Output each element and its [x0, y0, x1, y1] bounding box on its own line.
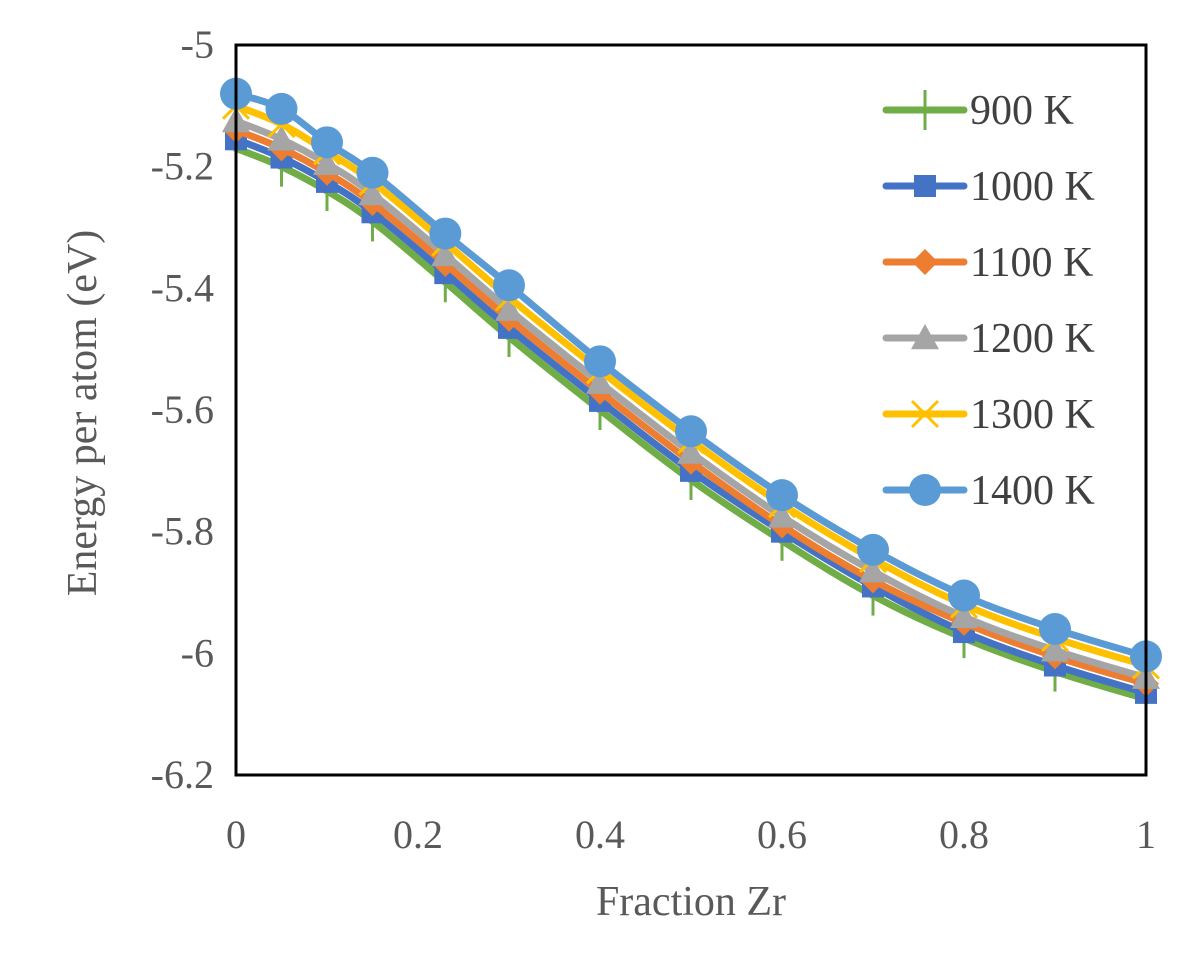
y-tick-label: -5.4: [151, 265, 214, 310]
legend-label: 1400 K: [970, 468, 1095, 514]
x-tick-label: 1: [1136, 812, 1156, 857]
x-tick-label: 0.8: [939, 812, 989, 857]
plot-area-frame: [234, 43, 1148, 777]
y-axis-ticks: -5 -5.2 -5.4 -5.6 -5.8 -6 -6.2: [151, 22, 214, 797]
legend-item: 900 K: [882, 88, 1074, 134]
y-tick-label: -6.2: [151, 752, 214, 797]
y-tick-label: -5.2: [151, 144, 214, 189]
y-tick-label: -5.6: [151, 387, 214, 432]
legend-label: 1100 K: [970, 240, 1093, 286]
legend-item: 1300 K: [882, 392, 1095, 438]
legend-item: 1200 K: [882, 316, 1095, 362]
data-point-marker: [910, 399, 940, 429]
x-tick-label: 0: [226, 812, 246, 857]
legend-item: 1100 K: [882, 240, 1093, 286]
y-tick-label: -6: [181, 630, 214, 675]
x-axis-title: Fraction Zr: [596, 879, 786, 925]
series-1200-k: [222, 107, 1160, 689]
data-point-marker: [586, 368, 614, 394]
y-tick-label: -5: [181, 22, 214, 67]
legend-item: 1000 K: [882, 164, 1095, 210]
data-point-marker: [1041, 636, 1069, 662]
data-point-marker: [768, 502, 796, 528]
series-layer: [220, 77, 1162, 719]
legend-item: 1400 K: [882, 468, 1095, 514]
data-point-marker: [356, 156, 389, 189]
data-point-marker: [1039, 613, 1071, 645]
data-point-marker: [857, 533, 889, 566]
data-point-marker: [909, 474, 941, 506]
data-point-marker: [675, 415, 707, 448]
data-point-marker: [859, 557, 887, 583]
x-tick-label: 0.4: [575, 812, 625, 857]
legend-label: 1200 K: [970, 316, 1095, 362]
x-tick-label: 0.6: [757, 812, 807, 857]
data-point-marker: [584, 345, 616, 378]
y-axis-title: Energy per atom (eV): [60, 230, 106, 597]
data-point-marker: [358, 180, 387, 206]
data-point-marker: [914, 175, 936, 197]
legend-label: 1300 K: [970, 392, 1095, 438]
data-point-marker: [267, 125, 296, 151]
legend: 900 K 1000 K 1100 K 1200 K 1300 K 1400 K: [882, 88, 1095, 514]
y-tick-label: -5.8: [151, 509, 214, 554]
data-point-marker: [265, 92, 298, 125]
data-point-marker: [950, 602, 978, 629]
data-point-marker: [766, 479, 798, 512]
legend-label: 1000 K: [970, 164, 1095, 210]
data-point-marker: [495, 295, 523, 321]
data-point-marker: [948, 579, 980, 612]
data-point-marker: [912, 249, 938, 275]
data-point-marker: [677, 438, 705, 464]
data-point-marker: [911, 324, 939, 350]
series-1400-k: [220, 77, 1162, 673]
x-tick-label: 0.2: [393, 812, 443, 857]
data-point-marker: [311, 126, 343, 159]
legend-label: 900 K: [970, 88, 1074, 134]
data-point-marker: [922, 90, 928, 130]
x-axis-ticks: 0 0.2 0.4 0.6 0.8 1: [226, 812, 1156, 857]
data-point-marker: [313, 149, 341, 175]
data-point-marker: [431, 240, 460, 267]
data-point-marker: [429, 217, 462, 250]
data-point-marker: [493, 269, 525, 302]
